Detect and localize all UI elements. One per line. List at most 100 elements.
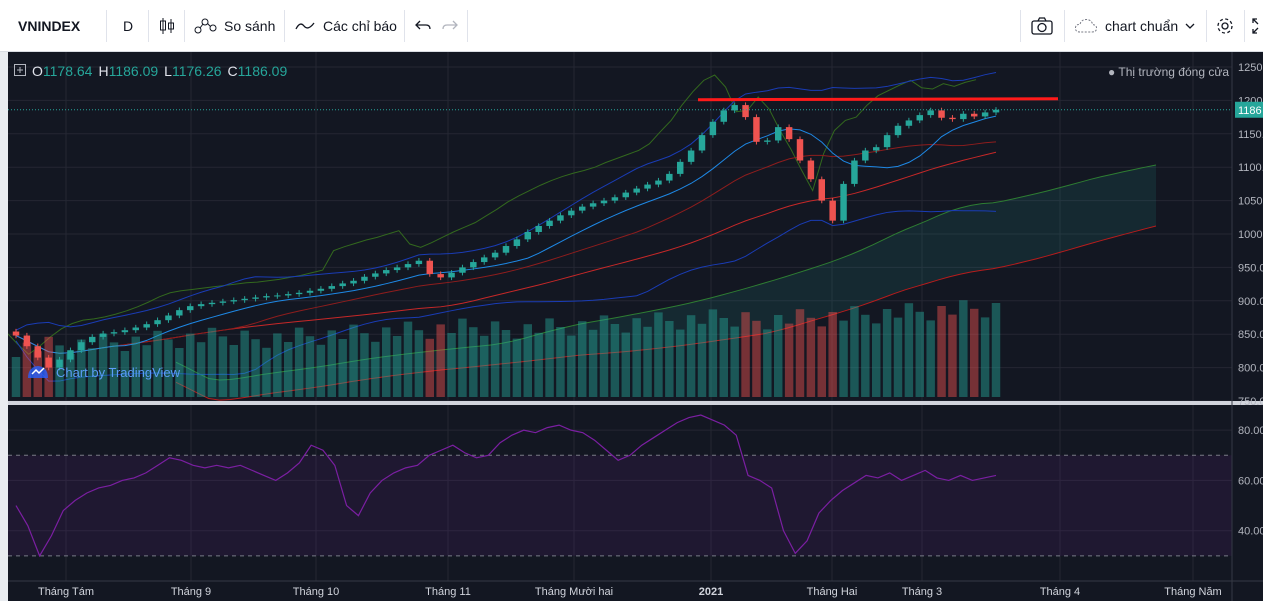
interval-button[interactable]: D xyxy=(123,0,133,52)
candle-body xyxy=(372,273,379,277)
toolbar-divider xyxy=(184,10,185,42)
time-axis-label: Tháng Năm xyxy=(1164,586,1221,598)
indicators-button[interactable]: Các chỉ báo xyxy=(295,0,397,52)
market-status-text: Thị trường đóng cửa xyxy=(1118,65,1230,79)
rsi-axis-label: 60.00 xyxy=(1238,475,1263,487)
layout-button[interactable]: chart chuẩn xyxy=(1074,0,1195,52)
camera-icon xyxy=(1031,17,1053,35)
toolbar-divider xyxy=(1020,10,1021,42)
candle-body xyxy=(785,127,793,140)
compare-button[interactable]: So sánh xyxy=(194,0,275,52)
candle-body xyxy=(165,315,172,321)
candle-body xyxy=(361,276,368,281)
high-value: 1186.09 xyxy=(108,63,159,79)
candle-body xyxy=(720,110,728,122)
volume-bar xyxy=(523,324,533,397)
volume-bar xyxy=(55,345,64,397)
rsi-line xyxy=(15,414,997,558)
candle-body xyxy=(415,260,423,265)
market-status: ● Thị trường đóng cửa xyxy=(1108,65,1230,79)
ohlc-legend: O1178.64 H1186.09 L1176.26 C1186.09 xyxy=(14,63,287,79)
screenshot-button[interactable] xyxy=(1031,0,1053,52)
pane-separator xyxy=(8,401,1263,405)
candle-body xyxy=(589,203,597,207)
candle-body xyxy=(557,215,564,221)
candle-body xyxy=(480,257,488,263)
compare-label: So sánh xyxy=(224,18,276,34)
volume-bar xyxy=(22,342,32,397)
price-axis-label: 1250.00 xyxy=(1238,62,1263,74)
candle-body xyxy=(350,280,357,284)
price-axis-label: 1050.00 xyxy=(1238,196,1263,208)
volume-bar xyxy=(708,309,718,397)
time-axis-label: Tháng 11 xyxy=(425,586,471,598)
volume-bar xyxy=(436,324,445,397)
rsi-axis-label: 40.00 xyxy=(1238,526,1263,538)
volume-bar xyxy=(828,312,837,397)
fullscreen-button[interactable] xyxy=(1252,0,1263,52)
indicators-label: Các chỉ báo xyxy=(323,18,397,34)
volume-bar xyxy=(588,329,598,397)
price-axis-label: 850.00 xyxy=(1238,329,1263,341)
candle-body xyxy=(12,331,20,336)
rsi-axis-label: 80.00 xyxy=(1238,425,1263,437)
legend-toggle-icon[interactable] xyxy=(14,63,26,79)
volume-bar xyxy=(719,318,729,397)
price-axis-label: 1150.00 xyxy=(1238,129,1263,141)
chart-canvas[interactable]: 1250.001200.001150.001100.001050.001000.… xyxy=(8,52,1263,601)
fullscreen-icon xyxy=(1252,17,1263,35)
resistance-line xyxy=(697,97,1059,102)
price-axis-label: 1100.00 xyxy=(1238,162,1263,174)
tradingview-watermark[interactable]: Chart by TradingView xyxy=(26,362,180,383)
chevron-down-icon xyxy=(1185,22,1195,30)
candle-body xyxy=(774,127,782,141)
gear-icon xyxy=(1215,16,1235,36)
indicators-icon xyxy=(295,19,315,33)
ma-mid-line xyxy=(15,141,997,354)
time-axis-label: Tháng Mười hai xyxy=(535,586,613,598)
symbol-button[interactable]: VNINDEX xyxy=(18,0,80,52)
settings-button[interactable] xyxy=(1215,0,1235,52)
volume-bar xyxy=(893,317,903,397)
time-axis-label: Tháng 10 xyxy=(293,586,339,598)
candle-body xyxy=(600,200,608,204)
volume-bar xyxy=(153,330,162,397)
candle-body xyxy=(284,294,292,296)
open-value: 1178.64 xyxy=(42,63,93,79)
toolbar-divider xyxy=(106,10,107,42)
chart-area[interactable]: 1250.001200.001150.001100.001050.001000.… xyxy=(8,52,1263,601)
candle-body xyxy=(938,110,945,118)
candle-body xyxy=(927,110,934,116)
undo-icon xyxy=(415,19,431,33)
candle-body xyxy=(34,346,42,358)
volume-bar xyxy=(403,321,413,397)
candle-body xyxy=(263,296,270,298)
chart-type-button[interactable] xyxy=(158,0,176,52)
volume-bar xyxy=(218,336,228,397)
volume-bar xyxy=(948,314,957,397)
toolbar-divider xyxy=(467,10,468,42)
volume-bar xyxy=(839,320,848,397)
last-price-label: 1186 xyxy=(1238,105,1262,117)
candle-body xyxy=(121,330,129,333)
candle-body xyxy=(393,267,401,271)
candle-body xyxy=(687,150,695,162)
volume-bar xyxy=(599,315,609,397)
candle-body xyxy=(709,121,717,136)
candle-body xyxy=(88,336,96,343)
volume-bar xyxy=(730,326,739,397)
cloud-span-b xyxy=(175,225,1157,401)
candle-body xyxy=(502,246,510,253)
volume-bar xyxy=(251,339,260,397)
volume-bar xyxy=(741,312,750,397)
volume-bar xyxy=(534,332,543,397)
tradingview-logo-icon xyxy=(26,362,50,383)
candle-body xyxy=(753,117,760,142)
volume-bar xyxy=(414,330,424,397)
volume-bar xyxy=(545,318,554,397)
redo-button[interactable] xyxy=(442,0,458,52)
undo-button[interactable] xyxy=(415,0,431,52)
volume-bar xyxy=(229,345,239,397)
volume-bar xyxy=(773,315,783,397)
candle-body xyxy=(437,274,444,278)
